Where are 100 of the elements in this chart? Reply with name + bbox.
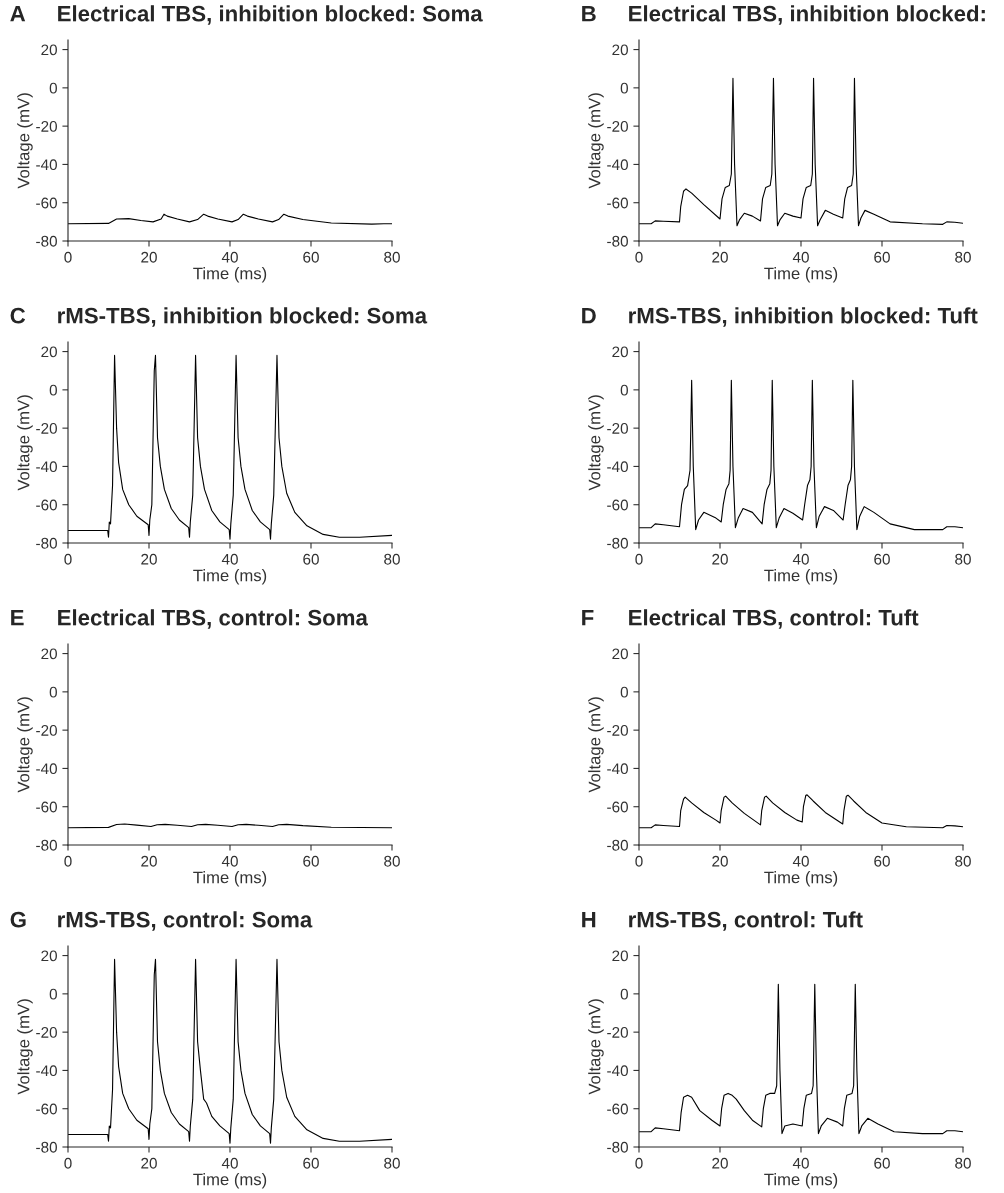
line-series — [68, 354, 392, 540]
y-tick-label: 20 — [612, 648, 628, 660]
x-axis-title: Time (ms) — [193, 569, 267, 585]
y-tick-label: 20 — [612, 346, 628, 358]
chart-title: rMS-TBS, inhibition blocked: Soma — [58, 307, 428, 327]
y-tick-label: -60 — [607, 197, 628, 209]
x-tick-label: 40 — [221, 1157, 238, 1169]
y-tick-label: -40 — [607, 1065, 628, 1077]
y-tick-label: 20 — [41, 346, 57, 358]
y-tick-label: -60 — [607, 499, 628, 511]
text: D — [582, 308, 596, 324]
y-tick-label: 0 — [620, 686, 628, 698]
x-tick-label: 40 — [221, 553, 238, 565]
y-tick-label: 20 — [612, 950, 628, 962]
x-tick-label: 20 — [141, 251, 157, 263]
y-tick-label: 20 — [41, 950, 57, 962]
line-series — [68, 958, 392, 1144]
x-axis-title: Time (ms) — [193, 1173, 267, 1189]
y-tick-label: 0 — [620, 384, 628, 396]
x-tick-label: 0 — [635, 553, 643, 565]
text: G — [10, 911, 26, 928]
y-tick-label: -80 — [607, 1141, 628, 1153]
x-tick-label: 40 — [792, 251, 809, 263]
chart-title: rMS-TBS, control: Tuft — [629, 911, 863, 931]
y-tick-label: -40 — [36, 159, 57, 171]
y-axis-title: Voltage (mV) — [588, 93, 604, 189]
x-tick-label: 20 — [712, 1157, 728, 1169]
y-tick-label: -20 — [607, 725, 628, 736]
x-tick-label: 80 — [955, 855, 971, 867]
line-series — [639, 794, 963, 829]
chart-title: rMS-TBS, inhibition blocked: Tuft — [629, 307, 978, 327]
y-tick-label: -40 — [607, 763, 628, 775]
y-tick-label: 0 — [49, 384, 57, 396]
x-tick-label: 0 — [64, 553, 72, 565]
x-tick-label: 80 — [955, 251, 971, 263]
y-axis-title: Voltage (mV) — [17, 999, 33, 1095]
y-tick-label: -60 — [607, 801, 628, 813]
x-tick-label: 80 — [955, 1157, 971, 1169]
text: F — [582, 610, 594, 626]
y-tick-label: 0 — [49, 988, 57, 1000]
y-tick-label: -60 — [36, 499, 57, 511]
y-tick-label: -40 — [36, 1065, 57, 1077]
y-tick-label: 0 — [49, 82, 57, 94]
x-tick-label: 60 — [303, 855, 319, 867]
x-tick-label: 0 — [635, 855, 643, 867]
y-tick-label: 0 — [620, 988, 628, 1000]
y-tick-label: -20 — [607, 121, 628, 132]
y-tick-label: 0 — [620, 82, 628, 94]
text: H — [582, 912, 596, 928]
y-tick-label: -40 — [607, 461, 628, 473]
line-series — [639, 379, 963, 531]
y-axis-title: Voltage (mV) — [588, 999, 604, 1095]
x-tick-label: 20 — [141, 553, 157, 565]
x-axis-title: Time (ms) — [764, 1173, 838, 1189]
y-axis-title: Voltage (mV) — [588, 395, 604, 491]
y-axis-title: Voltage (mV) — [17, 395, 33, 491]
text: E — [11, 610, 24, 626]
chart-title: rMS-TBS, control: Soma — [58, 911, 313, 931]
x-tick-label: 60 — [303, 251, 319, 263]
x-axis-title: Time (ms) — [193, 267, 267, 283]
x-tick-label: 60 — [303, 553, 319, 565]
y-tick-label: -80 — [36, 537, 57, 549]
line-series — [639, 983, 963, 1135]
y-tick-label: -80 — [36, 1141, 57, 1153]
y-tick-label: 20 — [612, 44, 628, 56]
chart-title: Electrical TBS, control: Tuft — [629, 609, 919, 629]
chart-title: Electrical TBS, inhibition blocked: — [629, 5, 985, 25]
y-axis-title: Voltage (mV) — [17, 697, 33, 793]
chart-title: Electrical TBS, control: Soma — [58, 609, 368, 629]
x-tick-label: 80 — [384, 1157, 400, 1169]
y-tick-label: -40 — [36, 461, 57, 473]
x-tick-label: 40 — [792, 1157, 809, 1169]
y-axis-title: Voltage (mV) — [17, 93, 33, 189]
y-tick-label: -60 — [36, 197, 57, 209]
x-tick-label: 60 — [874, 553, 890, 565]
x-tick-label: 40 — [221, 251, 238, 263]
y-tick-label: -20 — [607, 1027, 628, 1038]
x-tick-label: 0 — [635, 1157, 643, 1169]
x-tick-label: 0 — [635, 251, 643, 263]
x-tick-label: 20 — [712, 855, 728, 867]
line-series — [639, 77, 963, 227]
y-tick-label: -80 — [36, 235, 57, 247]
x-axis-title: Time (ms) — [764, 267, 838, 283]
y-axis-title: Voltage (mV) — [588, 697, 604, 793]
text: A — [10, 6, 26, 22]
x-tick-label: 60 — [874, 251, 890, 263]
text: C — [10, 307, 26, 324]
x-tick-label: 60 — [874, 855, 890, 867]
text: B — [582, 6, 596, 22]
x-tick-label: 40 — [221, 855, 238, 867]
x-tick-label: 80 — [384, 251, 400, 263]
x-axis-title: Time (ms) — [193, 871, 267, 887]
y-tick-label: -40 — [607, 159, 628, 171]
y-tick-label: -20 — [36, 121, 57, 132]
y-tick-label: -20 — [36, 423, 57, 434]
y-tick-label: -20 — [607, 423, 628, 434]
x-tick-label: 40 — [792, 553, 809, 565]
x-tick-label: 80 — [384, 855, 400, 867]
x-tick-label: 60 — [874, 1157, 890, 1169]
x-tick-label: 80 — [384, 553, 400, 565]
